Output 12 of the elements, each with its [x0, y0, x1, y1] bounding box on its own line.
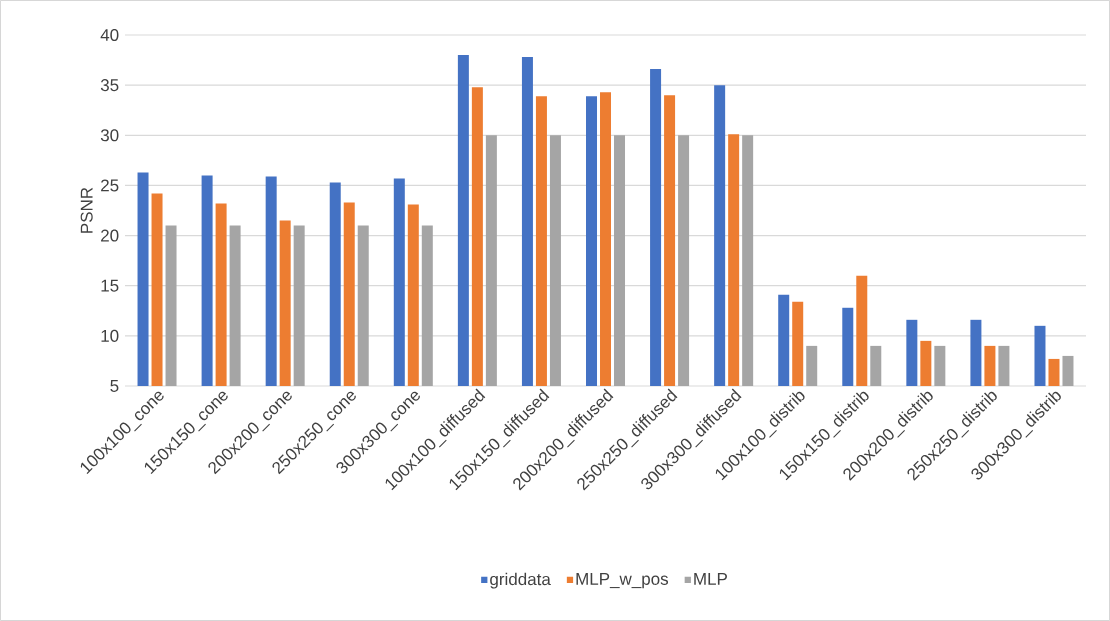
- legend-label: MLP_w_pos: [576, 573, 669, 589]
- y-tick-label: 20: [101, 229, 119, 242]
- y-tick-label: 40: [100, 28, 119, 42]
- y-tick-label: 10: [101, 329, 119, 342]
- legend-label: griddata: [490, 572, 551, 589]
- y-tick-label: 25: [101, 179, 119, 192]
- y-tick-label: 5: [110, 380, 119, 392]
- legend-label: MLP: [694, 573, 727, 585]
- y-tick-label: 30: [100, 129, 119, 142]
- y-tick-label: 15: [101, 279, 119, 292]
- y-tick-label: 35: [100, 79, 119, 92]
- y-axis-title: PSNR: [80, 187, 93, 233]
